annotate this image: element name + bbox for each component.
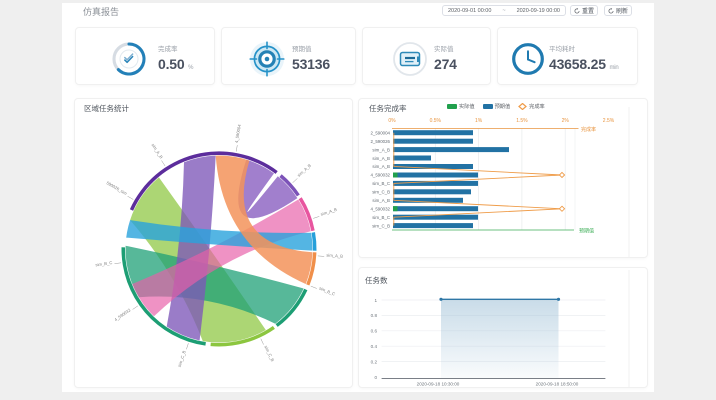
svg-text:4_590032: 4_590032 (370, 207, 390, 212)
svg-text:2.5%: 2.5% (603, 118, 615, 124)
svg-text:2_590026: 2_590026 (370, 139, 390, 144)
svg-text:0.4: 0.4 (371, 344, 378, 349)
svg-text:sim_A_B: sim_A_B (151, 143, 164, 160)
svg-text:sim_A_B: sim_A_B (320, 207, 338, 217)
svg-text:2%: 2% (562, 118, 570, 124)
svg-text:完成率: 完成率 (581, 126, 596, 133)
svg-text:2020-09-18 10:30:00: 2020-09-18 10:30:00 (417, 382, 460, 387)
svg-text:0.2: 0.2 (371, 359, 378, 364)
svg-text:sim_A_B: sim_A_B (372, 156, 390, 161)
svg-text:sim_C_B: sim_C_B (263, 345, 275, 363)
svg-text:sim_A_B: sim_A_B (372, 198, 390, 203)
svg-text:sim_B_C: sim_B_C (318, 286, 336, 297)
svg-text:sim_C_B: sim_C_B (177, 350, 187, 368)
svg-text:sim_B_C: sim_B_C (372, 181, 390, 186)
svg-text:4_590032: 4_590032 (370, 173, 390, 178)
svg-text:预期值: 预期值 (579, 227, 594, 234)
svg-text:sim_C_B: sim_C_B (372, 223, 390, 228)
svg-text:0%: 0% (388, 118, 396, 124)
svg-text:4_590032: 4_590032 (113, 307, 132, 322)
svg-text:sim_B_C: sim_B_C (372, 215, 390, 220)
svg-text:0.8: 0.8 (371, 313, 378, 318)
svg-text:sim_A_B: sim_A_B (372, 147, 390, 152)
svg-text:0.5%: 0.5% (430, 118, 442, 124)
svg-text:0.6: 0.6 (371, 329, 378, 334)
svg-text:1%: 1% (475, 118, 483, 124)
svg-text:sim_A_B: sim_A_B (326, 253, 343, 259)
svg-text:590026_sim: 590026_sim (106, 180, 129, 196)
svg-text:1: 1 (374, 298, 377, 303)
svg-text:2_590004: 2_590004 (370, 130, 390, 135)
svg-text:sim_A_B: sim_A_B (372, 164, 390, 169)
svg-text:2020-09-18 18:50:00: 2020-09-18 18:50:00 (536, 382, 579, 387)
svg-text:sim_C_B: sim_C_B (372, 190, 390, 195)
svg-text:4_590004: 4_590004 (234, 123, 242, 143)
svg-text:sim_B_C: sim_B_C (95, 260, 113, 267)
svg-text:0: 0 (374, 375, 377, 380)
svg-text:1.5%: 1.5% (516, 118, 528, 124)
svg-text:sim_A_B: sim_A_B (296, 163, 312, 178)
